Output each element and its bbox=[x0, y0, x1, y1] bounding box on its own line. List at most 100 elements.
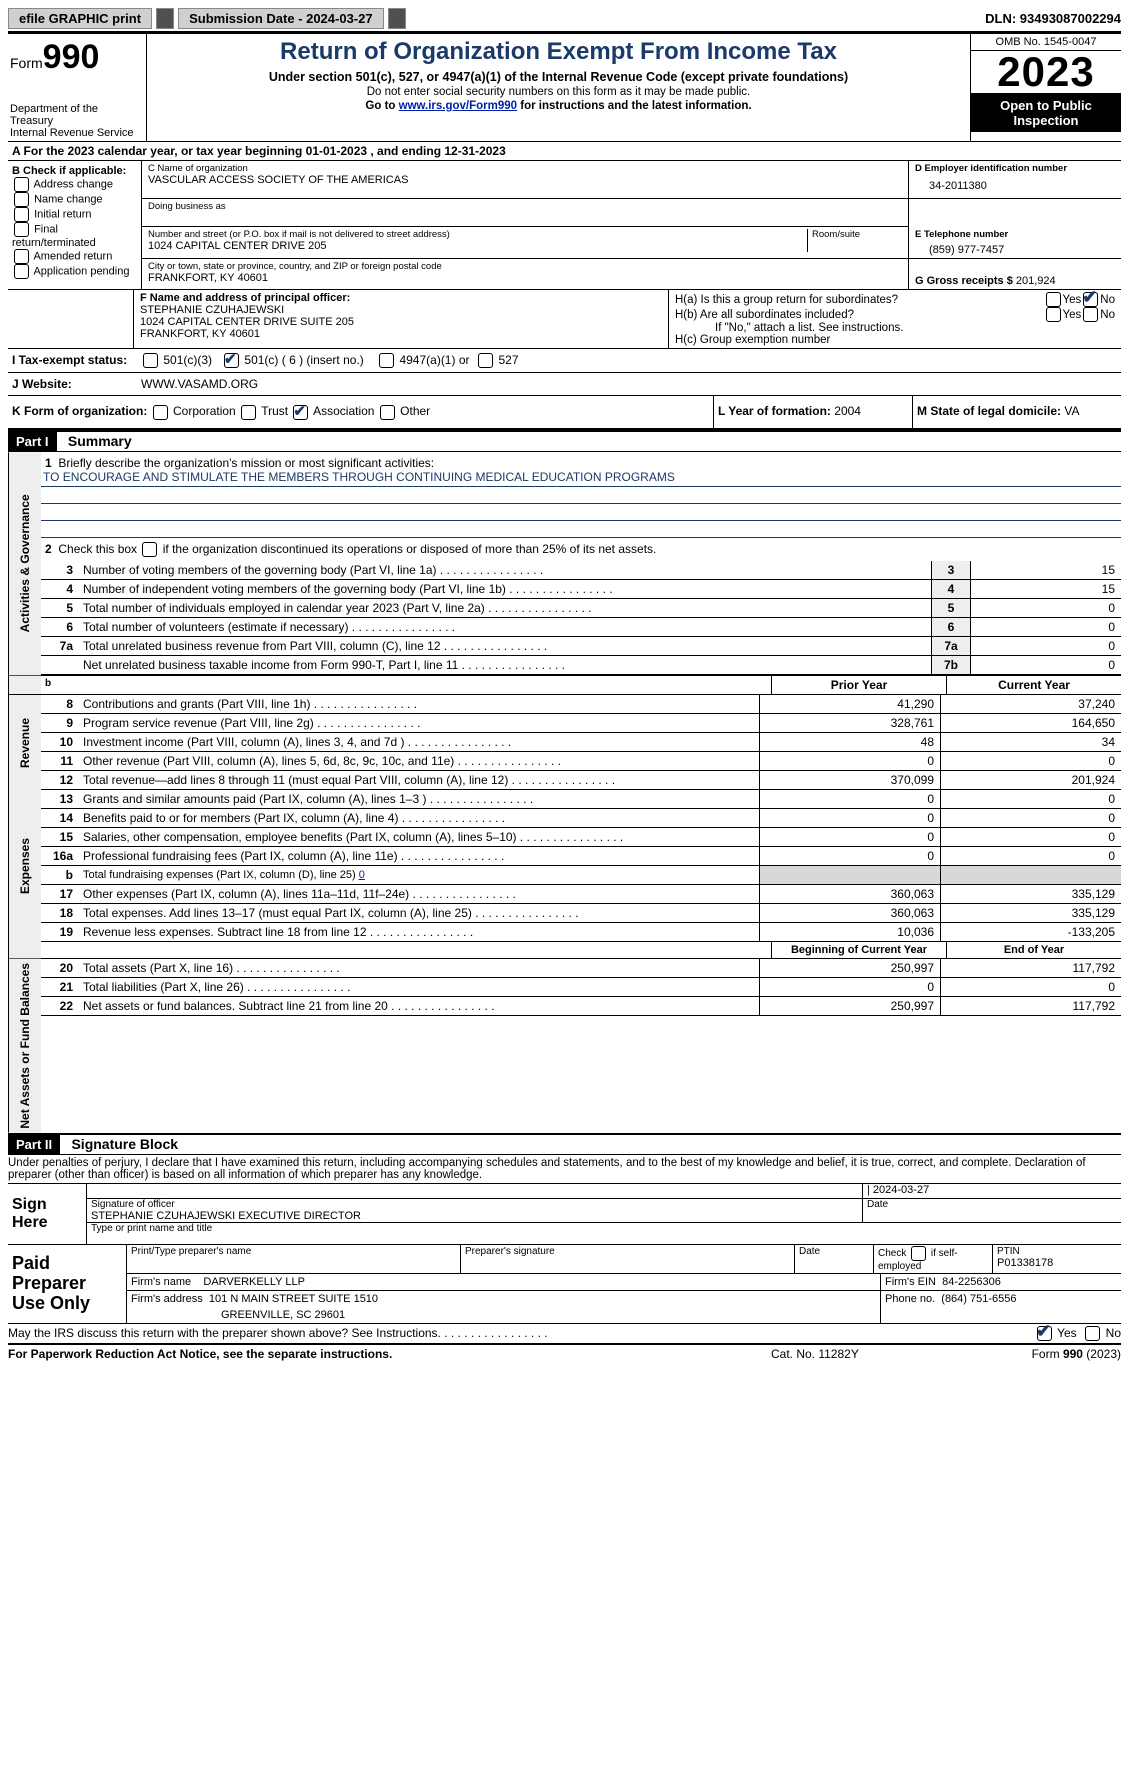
net-section: Net Assets or Fund Balances 20 Total ass… bbox=[8, 959, 1121, 1133]
current-year-header: Current Year bbox=[946, 676, 1121, 694]
dln: DLN: 93493087002294 bbox=[985, 11, 1121, 26]
data-row: 18 Total expenses. Add lines 13–17 (must… bbox=[41, 903, 1121, 922]
part-i-label: Part I bbox=[8, 432, 57, 451]
f-label: F Name and address of principal officer: bbox=[140, 292, 662, 304]
org-name: VASCULAR ACCESS SOCIETY OF THE AMERICAS bbox=[148, 174, 902, 186]
vert-exp: Expenses bbox=[8, 790, 41, 942]
ha-yes[interactable] bbox=[1046, 292, 1061, 307]
ptin-value: P01338178 bbox=[997, 1257, 1117, 1269]
gross-value: 201,924 bbox=[1016, 275, 1056, 287]
vert-rev: Revenue bbox=[8, 695, 41, 790]
vert-net: Net Assets or Fund Balances bbox=[8, 959, 41, 1133]
print-dropdown[interactable] bbox=[156, 8, 174, 29]
l-label: L Year of formation: bbox=[718, 404, 831, 418]
data-row: 9 Program service revenue (Part VIII, li… bbox=[41, 713, 1121, 732]
paid-preparer-section: Paid Preparer Use Only Print/Type prepar… bbox=[8, 1245, 1121, 1324]
chk-amended[interactable]: Amended return bbox=[12, 249, 137, 264]
c-name-label: C Name of organization bbox=[148, 163, 902, 174]
part-i-title: Summary bbox=[60, 433, 132, 449]
chk-527[interactable] bbox=[478, 353, 493, 368]
discuss-yes[interactable] bbox=[1037, 1326, 1052, 1341]
officer-addr2: FRANKFORT, KY 40601 bbox=[140, 328, 662, 340]
street-value: 1024 CAPITAL CENTER DRIVE 205 bbox=[148, 240, 807, 252]
lbl-amended: Amended return bbox=[33, 250, 112, 262]
chk-assoc[interactable] bbox=[293, 405, 308, 420]
irs-link[interactable]: www.irs.gov/Form990 bbox=[399, 100, 517, 112]
chk-other[interactable] bbox=[380, 405, 395, 420]
row-16b: b Total fundraising expenses (Part IX, c… bbox=[41, 865, 1121, 884]
prep-sig-label: Preparer's signature bbox=[461, 1245, 795, 1273]
goto-post: for instructions and the latest informat… bbox=[517, 100, 752, 112]
chk-self[interactable] bbox=[911, 1246, 926, 1261]
mission-text: TO ENCOURAGE AND STIMULATE THE MEMBERS T… bbox=[41, 470, 1121, 487]
chk-corp[interactable] bbox=[153, 405, 168, 420]
hc-label: H(c) Group exemption number bbox=[675, 334, 1115, 346]
firm-label: Firm's name bbox=[131, 1276, 191, 1288]
firm-addr1: 101 N MAIN STREET SUITE 1510 bbox=[209, 1293, 378, 1305]
data-row: 20 Total assets (Part X, line 16) 250,99… bbox=[41, 959, 1121, 978]
chk-4947[interactable] bbox=[379, 353, 394, 368]
lbl-16b: Total fundraising expenses (Part IX, col… bbox=[83, 869, 356, 881]
gov-row: 7a Total unrelated business revenue from… bbox=[41, 636, 1121, 655]
m-label: M State of legal domicile: bbox=[917, 404, 1061, 418]
form-label: Form bbox=[10, 55, 43, 71]
gov-row: 3 Number of voting members of the govern… bbox=[41, 561, 1121, 580]
net-header-row: Beginning of Current Year End of Year bbox=[8, 942, 1121, 959]
penalty-text: Under penalties of perjury, I declare th… bbox=[8, 1155, 1121, 1184]
chk-501c[interactable] bbox=[224, 353, 239, 368]
paid-label: Paid Preparer Use Only bbox=[8, 1245, 127, 1323]
section-h: H(a) Is this a group return for subordin… bbox=[669, 290, 1121, 348]
exp-table: 13 Grants and similar amounts paid (Part… bbox=[41, 790, 1121, 942]
year-header-row: b Prior Year Current Year bbox=[8, 675, 1121, 695]
data-row: 16a Professional fundraising fees (Part … bbox=[41, 846, 1121, 865]
data-row: 21 Total liabilities (Part X, line 26) 0… bbox=[41, 977, 1121, 996]
j-label: J Website: bbox=[8, 373, 141, 395]
prep-date-label: Date bbox=[795, 1245, 874, 1273]
hb-no[interactable] bbox=[1083, 307, 1098, 322]
subtitle: Under section 501(c), 527, or 4947(a)(1)… bbox=[155, 70, 962, 84]
prep-phone-label: Phone no. bbox=[885, 1293, 935, 1305]
discuss-yes-lbl: Yes bbox=[1057, 1326, 1077, 1340]
opt-other: Other bbox=[400, 404, 430, 418]
form-header: Form990 Department of the Treasury Inter… bbox=[8, 34, 1121, 142]
row-klm: K Form of organization: Corporation Trus… bbox=[8, 396, 1121, 429]
data-row: 8 Contributions and grants (Part VIII, l… bbox=[41, 695, 1121, 714]
sig-date: 2024-03-27 bbox=[873, 1184, 929, 1196]
form-990: 990 bbox=[43, 38, 100, 76]
footer-left: For Paperwork Reduction Act Notice, see … bbox=[8, 1347, 771, 1361]
discuss-no-lbl: No bbox=[1106, 1326, 1121, 1340]
year-formation: 2004 bbox=[834, 404, 861, 418]
chk-name[interactable]: Name change bbox=[12, 192, 137, 207]
opt4: 527 bbox=[499, 353, 519, 367]
hb-note: If "No," attach a list. See instructions… bbox=[675, 322, 1115, 334]
form-number: Form990 bbox=[10, 38, 140, 77]
rev-table: 8 Contributions and grants (Part VIII, l… bbox=[41, 695, 1121, 790]
gov-row: 6 Total number of volunteers (estimate i… bbox=[41, 617, 1121, 636]
yes2: Yes bbox=[1063, 309, 1082, 321]
chk-discontinued[interactable] bbox=[142, 542, 157, 557]
ssn-note: Do not enter social security numbers on … bbox=[155, 86, 962, 98]
chk-trust[interactable] bbox=[241, 405, 256, 420]
type-label: Type or print name and title bbox=[87, 1223, 1121, 1234]
header-mid: Return of Organization Exempt From Incom… bbox=[147, 34, 970, 141]
chk-address[interactable]: Address change bbox=[12, 177, 137, 192]
efile-button[interactable]: efile GRAPHIC print bbox=[8, 8, 152, 29]
room-label: Room/suite bbox=[812, 229, 902, 240]
chk-501c3[interactable] bbox=[143, 353, 158, 368]
gov-row: Net unrelated business taxable income fr… bbox=[41, 655, 1121, 674]
chk-final[interactable]: Final return/terminated bbox=[12, 222, 137, 249]
dropdown-icon[interactable] bbox=[388, 8, 406, 29]
discuss-no[interactable] bbox=[1085, 1326, 1100, 1341]
website: WWW.VASAMD.ORG bbox=[141, 373, 1121, 395]
city-label: City or town, state or province, country… bbox=[148, 261, 902, 272]
ha-no[interactable] bbox=[1083, 292, 1098, 307]
section-fh: F Name and address of principal officer:… bbox=[8, 290, 1121, 349]
chk-pending[interactable]: Application pending bbox=[12, 264, 137, 279]
section-bcdefg: B Check if applicable: Address change Na… bbox=[8, 161, 1121, 289]
yes1: Yes bbox=[1063, 294, 1082, 306]
hb-yes[interactable] bbox=[1046, 307, 1061, 322]
chk-initial[interactable]: Initial return bbox=[12, 207, 137, 222]
header-left: Form990 Department of the Treasury Inter… bbox=[8, 34, 147, 141]
mission-blank1 bbox=[41, 487, 1121, 504]
k-label: K Form of organization: bbox=[12, 404, 147, 418]
